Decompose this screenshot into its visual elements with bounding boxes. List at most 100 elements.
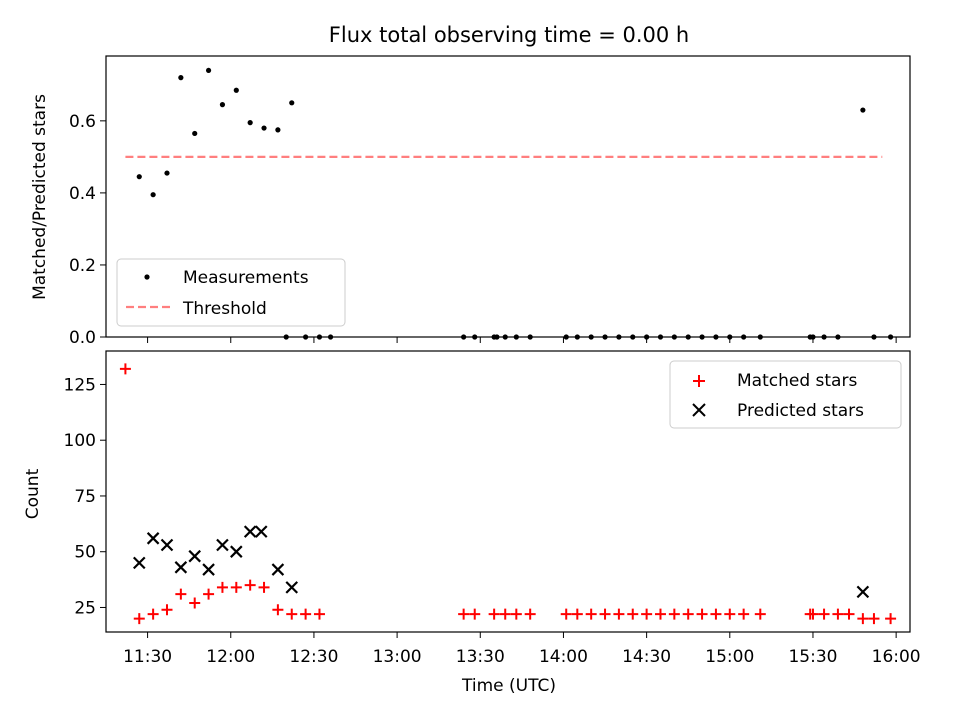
matched-star-point [510,608,522,620]
top-y-axis: 0.0 0.2 0.4 0.6 [69,112,106,348]
matched-stars-layer [119,363,897,625]
matched-star-point [258,581,270,593]
matched-star-point [654,608,666,620]
matched-star-point [216,581,228,593]
legend-threshold-label: Threshold [182,299,267,319]
top-ytick-label: 0.2 [69,256,96,276]
matched-star-point [524,608,536,620]
predicted-star-point [856,585,870,599]
legend-predicted-marker [692,403,706,417]
measurement-point [192,130,198,137]
predicted-stars-layer [132,525,870,599]
matched-star-point [300,608,312,620]
measurement-point [289,100,295,106]
top-ytick-label: 0.0 [69,328,96,348]
matched-star-point [189,597,201,609]
legend-matched-marker [693,375,705,387]
matched-star-point [724,608,736,620]
bottom-ytick-label: 25 [74,598,96,618]
predicted-star-point [271,563,285,576]
top-y-axis-label: Matched/Predicted stars [30,94,50,300]
bottom-x-axis: 11:30 12:00 12:30 13:00 13:30 14:00 14:30 15:00… [123,632,921,667]
top-ytick-label: 0.6 [69,112,96,132]
predicted-star-point [174,561,188,574]
measurement-point [233,87,239,93]
measurement-point [178,75,184,81]
matched-star-point [313,608,325,620]
matched-star-point [843,608,855,620]
matched-star-point [244,579,256,591]
top-legend: Measurements Threshold [116,258,346,327]
predicted-star-point [160,538,174,552]
bottom-y-axis-label: Count [23,468,43,519]
xtick-label: 14:00 [539,647,588,667]
bottom-ytick-label: 100 [64,431,96,451]
matched-star-point [710,608,722,620]
top-legend-box [116,258,346,327]
xtick-label: 12:30 [289,647,338,667]
legend-predicted-label: Predicted stars [737,401,864,421]
predicted-star-point [132,556,146,570]
measurement-point [205,67,212,74]
matched-star-point [832,608,844,620]
matched-star-point [119,363,131,375]
matched-star-point [885,613,897,625]
matched-star-point [585,608,597,620]
legend-matched-label: Matched stars [737,371,857,391]
matched-star-point [807,608,819,620]
bottom-panel: 25 50 75 100 125 11:30 12:00 12:30 13:00 13:30 14… [23,350,921,696]
matched-star-point [272,604,284,616]
measurement-point [247,120,253,126]
xtick-label: 14:30 [622,647,671,667]
matched-star-point [560,608,572,620]
matched-star-point [458,608,470,620]
top-panel-frame [105,55,911,338]
bottom-ytick-label: 75 [74,487,96,507]
predicted-star-point [254,525,268,538]
top-ytick-label: 0.4 [69,184,96,204]
matched-star-point [613,608,625,620]
matched-star-point [754,608,766,620]
matched-star-point [668,608,680,620]
measurement-point [261,125,267,131]
predicted-star-point [188,549,201,563]
xtick-label: 15:00 [705,647,754,667]
matched-star-point [627,608,639,620]
bottom-panel-frame [105,350,911,633]
xtick-label: 11:30 [123,647,172,667]
matched-star-point [147,608,159,620]
legend-measurements-label: Measurements [183,268,309,288]
top-panel: 0.0 0.2 0.4 0.6 Matched/Predicted stars Mea… [30,55,911,348]
matched-star-point [499,608,511,620]
matched-star-point [488,608,500,620]
matched-star-point [857,613,869,625]
predicted-star-point [146,532,160,545]
xtick-label: 13:00 [373,647,422,667]
predicted-star-point [216,538,229,552]
matched-star-point [682,608,694,620]
predicted-star-point [243,525,257,538]
measurement-point [164,170,170,176]
matched-star-point [641,608,653,620]
measurement-point [275,127,281,133]
matched-star-point [818,608,830,620]
matched-star-point [133,613,145,625]
legend-measurements-marker [144,274,150,280]
top-x-axis-ticks [147,337,897,343]
predicted-star-point [230,545,243,558]
matched-star-point [175,588,187,600]
bottom-ytick-label: 125 [64,375,96,395]
matched-star-point [203,588,215,600]
xtick-label: 12:00 [206,647,255,667]
matched-star-point [230,581,242,593]
measurement-point [150,192,156,198]
predicted-star-point [202,563,215,576]
predicted-star-point [285,581,299,594]
measurement-point [136,174,142,180]
xtick-label: 16:00 [872,647,921,667]
x-axis-label: Time (UTC) [461,676,556,696]
matched-star-point [571,608,583,620]
measurement-points-layer [136,67,894,340]
bottom-y-axis: 25 50 75 100 125 [64,375,106,618]
